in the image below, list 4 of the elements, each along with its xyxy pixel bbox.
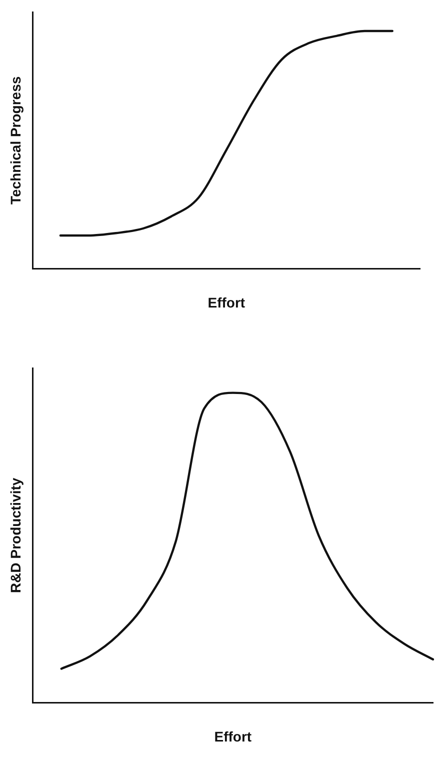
x-axis-title: Effort [214,728,252,744]
y-axis-title: Technical Progress [7,76,24,204]
y-axis-title: R&D Productivity [7,478,24,593]
x-axis-title: Effort [208,294,246,310]
